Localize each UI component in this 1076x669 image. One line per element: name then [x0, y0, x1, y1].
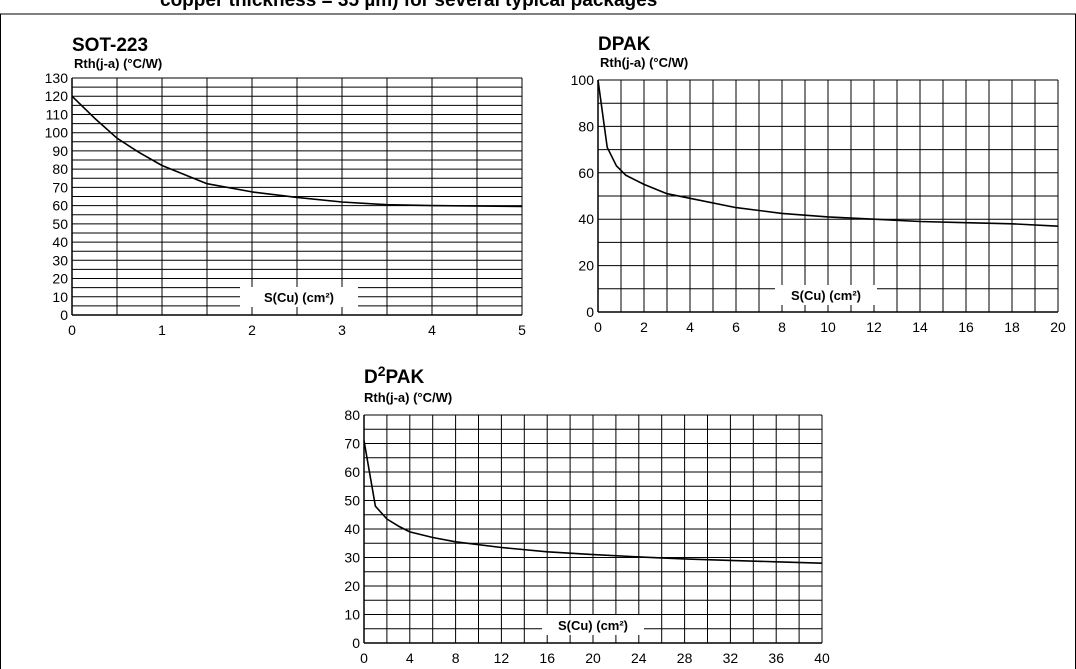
x-tick-label: 14 — [912, 319, 928, 335]
y-tick-label: 80 — [578, 118, 594, 134]
x-tick-label: 6 — [732, 319, 740, 335]
y-tick-label: 40 — [52, 234, 68, 250]
x-tick-label: 32 — [723, 650, 739, 666]
x-axis-label: S(Cu) (cm²) — [558, 618, 628, 633]
figure-title: copper thickness = 35 µm) for several ty… — [160, 0, 657, 11]
x-tick-label: 4 — [406, 650, 414, 666]
x-tick-label: 4 — [686, 319, 694, 335]
y-tick-label: 60 — [52, 198, 68, 214]
x-axis-label-background — [542, 615, 644, 635]
y-tick-label: 20 — [578, 258, 594, 274]
y-tick-label: 100 — [571, 72, 595, 88]
y-tick-label: 20 — [344, 578, 360, 594]
x-tick-label: 20 — [585, 650, 601, 666]
x-tick-label: 8 — [452, 650, 460, 666]
x-tick-label: 0 — [594, 319, 602, 335]
y-tick-label: 50 — [344, 493, 360, 509]
y-tick-label: 60 — [344, 464, 360, 480]
x-tick-label: 36 — [768, 650, 784, 666]
y-tick-label: 40 — [344, 521, 360, 537]
y-tick-label: 70 — [344, 436, 360, 452]
y-tick-label: 10 — [52, 289, 68, 305]
x-tick-label: 2 — [640, 319, 648, 335]
x-tick-label: 24 — [631, 650, 647, 666]
y-tick-label: 110 — [46, 106, 69, 122]
y-tick-label: 50 — [52, 216, 68, 232]
grid — [597, 79, 1059, 313]
series-line-sot223 — [71, 95, 523, 208]
y-axis-label: Rth(j-a) (°C/W) — [600, 55, 688, 70]
chart-title-suffix: PAK — [386, 367, 425, 388]
x-tick-label: 12 — [494, 650, 510, 666]
x-tick-label: 18 — [1004, 319, 1020, 335]
x-tick-label: 20 — [1050, 319, 1066, 335]
y-tick-label: 80 — [52, 161, 68, 177]
x-axis-label: S(Cu) (cm²) — [791, 288, 861, 303]
grid — [363, 414, 823, 644]
y-tick-label: 130 — [45, 70, 69, 86]
x-tick-label: 12 — [866, 319, 882, 335]
grid — [71, 77, 523, 316]
x-tick-label: 10 — [820, 319, 836, 335]
y-tick-label: 60 — [578, 165, 594, 181]
x-tick-label: 8 — [778, 319, 786, 335]
y-axis-label: Rth(j-a) (°C/W) — [364, 390, 452, 405]
y-tick-label: 0 — [60, 307, 68, 323]
y-tick-label: 10 — [344, 607, 360, 623]
y-tick-label: 40 — [578, 211, 594, 227]
x-tick-label: 16 — [539, 650, 555, 666]
x-tick-label: 0 — [68, 322, 76, 338]
chart-title: DPAK — [598, 34, 651, 55]
chart-title-superscript: 2 — [378, 363, 386, 379]
x-tick-label: 28 — [677, 650, 693, 666]
x-axis-label: S(Cu) (cm²) — [264, 290, 334, 305]
x-tick-label: 1 — [158, 322, 166, 338]
x-tick-label: 5 — [518, 322, 526, 338]
y-tick-label: 120 — [45, 88, 69, 104]
y-tick-label: 30 — [344, 550, 360, 566]
x-tick-label: 16 — [958, 319, 974, 335]
series-line-dpak — [597, 79, 1059, 227]
x-tick-label: 40 — [814, 650, 830, 666]
x-axis-label-background — [240, 287, 358, 307]
y-tick-label: 0 — [586, 304, 594, 320]
y-tick-label: 20 — [52, 271, 68, 287]
x-tick-label: 3 — [338, 322, 346, 338]
y-tick-label: 90 — [52, 143, 68, 159]
y-axis-label: Rth(j-a) (°C/W) — [74, 56, 162, 71]
series-line-d2pak — [363, 440, 823, 564]
x-tick-label: 2 — [248, 322, 256, 338]
x-tick-label: 4 — [428, 322, 436, 338]
y-tick-label: 0 — [352, 635, 360, 651]
chart-d2pak: D2PAK Rth(j-a) (°C/W) 0 10 20 30 40 50 60 70 80 0 4 8… — [344, 363, 830, 666]
y-tick-label: 30 — [52, 252, 68, 268]
y-tick-label: 70 — [52, 179, 68, 195]
x-axis-label-background — [775, 285, 877, 305]
x-tick-label: 0 — [360, 650, 368, 666]
y-tick-label: 80 — [344, 407, 360, 423]
chart-title: SOT-223 — [72, 35, 148, 56]
chart-title: D2PAK — [364, 363, 425, 388]
y-tick-label: 100 — [45, 125, 69, 141]
